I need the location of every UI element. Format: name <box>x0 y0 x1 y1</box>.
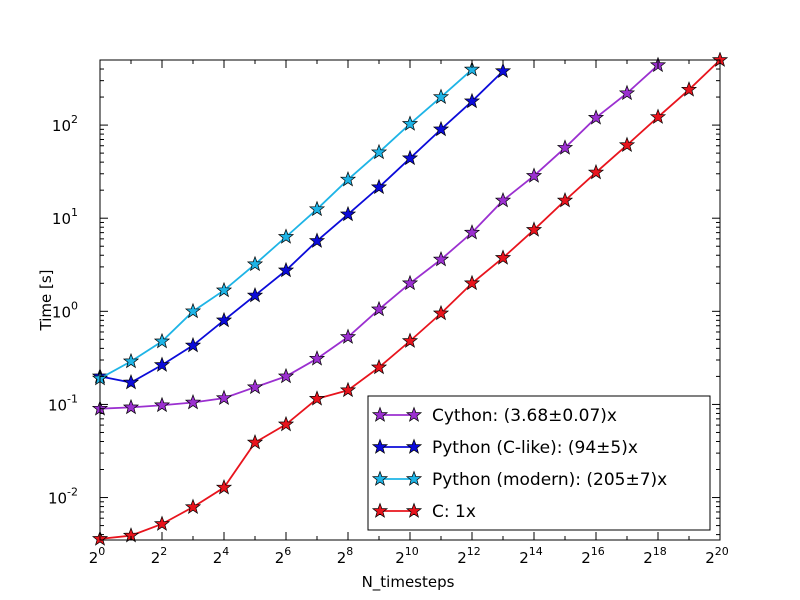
data-point <box>184 302 202 319</box>
legend-box <box>367 395 711 531</box>
legend: Cython: (3.68±0.07)x Python (C-like): (94… <box>367 395 711 531</box>
data-point <box>122 398 140 415</box>
data-point <box>246 286 264 303</box>
data-point <box>339 171 357 187</box>
data-point <box>587 109 605 125</box>
data-point <box>215 389 233 405</box>
legend-item: Cython: (3.68±0.07)x <box>371 406 617 426</box>
data-point <box>556 139 574 155</box>
legend-label: C: 1x <box>432 502 476 522</box>
data-point <box>463 92 481 109</box>
data-point <box>525 167 543 183</box>
data-point <box>122 373 140 390</box>
x-tick-label: 210 <box>395 545 419 567</box>
data-point <box>246 255 264 272</box>
data-point <box>184 498 202 514</box>
axes: 20 22 24 26 28 210 212 214 216 218 220 10-2 10-1 100 1… <box>48 59 729 567</box>
data-point <box>432 250 450 267</box>
data-point <box>215 281 233 298</box>
x-tick-label: 214 <box>519 545 543 567</box>
x-tick-label: 212 <box>457 545 481 567</box>
legend-item: Python (C-like): (94±5)x <box>371 438 638 458</box>
data-point <box>432 304 450 321</box>
legend-item: C: 1x <box>371 502 476 522</box>
legend-label: Python (C-like): (94±5)x <box>432 438 638 458</box>
data-point <box>463 274 481 291</box>
y-tick-label: 10-2 <box>48 486 78 508</box>
data-point <box>339 205 357 222</box>
x-tick-label: 24 <box>213 545 230 567</box>
data-point <box>122 352 140 369</box>
data-point <box>401 274 419 291</box>
y-tick-label: 100 <box>52 299 78 321</box>
data-point <box>153 515 171 531</box>
data-point <box>215 479 233 495</box>
data-point <box>339 328 357 344</box>
legend-item: Python (modern): (205±7)x <box>371 470 667 490</box>
data-point <box>494 191 512 208</box>
data-point <box>463 224 481 240</box>
data-point <box>401 149 419 166</box>
data-point <box>494 62 512 78</box>
data-point <box>277 228 295 244</box>
data-point <box>401 115 419 131</box>
y-axis-label: Time [s] <box>37 270 55 332</box>
data-point <box>246 433 264 450</box>
data-point <box>246 378 264 395</box>
data-point <box>339 381 357 398</box>
data-point <box>277 367 295 384</box>
data-point <box>277 261 295 278</box>
data-point <box>618 136 636 152</box>
x-tick-label: 220 <box>705 545 729 567</box>
x-axis-label: N_timesteps <box>362 573 455 592</box>
x-tick-label: 26 <box>275 545 292 567</box>
data-point <box>680 81 698 97</box>
series-3 <box>92 52 728 546</box>
data-point <box>525 221 543 237</box>
data-point <box>556 191 574 208</box>
series-2 <box>92 61 481 386</box>
data-point <box>649 108 667 124</box>
x-tick-label: 218 <box>643 545 667 567</box>
data-point <box>184 393 202 410</box>
data-point <box>308 350 326 366</box>
x-tick-label: 20 <box>89 545 106 567</box>
data-point <box>463 61 481 77</box>
data-point <box>370 300 388 317</box>
data-point <box>370 358 388 375</box>
data-point <box>494 249 512 265</box>
data-point <box>370 143 388 160</box>
legend-label: Python (modern): (205±7)x <box>432 470 667 490</box>
x-tick-label: 22 <box>151 545 168 567</box>
plot-area <box>92 52 728 546</box>
series-0 <box>92 56 667 416</box>
data-point <box>618 84 636 101</box>
data-point <box>587 163 605 180</box>
series-line-1 <box>99 70 504 384</box>
y-tick-label: 101 <box>52 206 78 228</box>
x-tick-label: 28 <box>337 545 354 567</box>
data-point <box>370 178 388 195</box>
data-point <box>277 415 295 432</box>
y-tick-label: 10-1 <box>48 392 78 414</box>
y-tick-label: 102 <box>52 113 78 135</box>
data-point <box>153 396 171 413</box>
data-point <box>153 332 171 349</box>
x-tick-label: 216 <box>581 545 605 567</box>
data-point <box>308 232 326 248</box>
data-point <box>215 311 233 328</box>
legend-label: Cython: (3.68±0.07)x <box>432 406 617 426</box>
data-point <box>308 390 326 406</box>
data-point <box>308 200 326 217</box>
data-point <box>432 120 450 137</box>
data-point <box>153 356 171 372</box>
data-point <box>401 332 419 348</box>
data-point <box>184 336 202 353</box>
data-point <box>432 88 450 104</box>
